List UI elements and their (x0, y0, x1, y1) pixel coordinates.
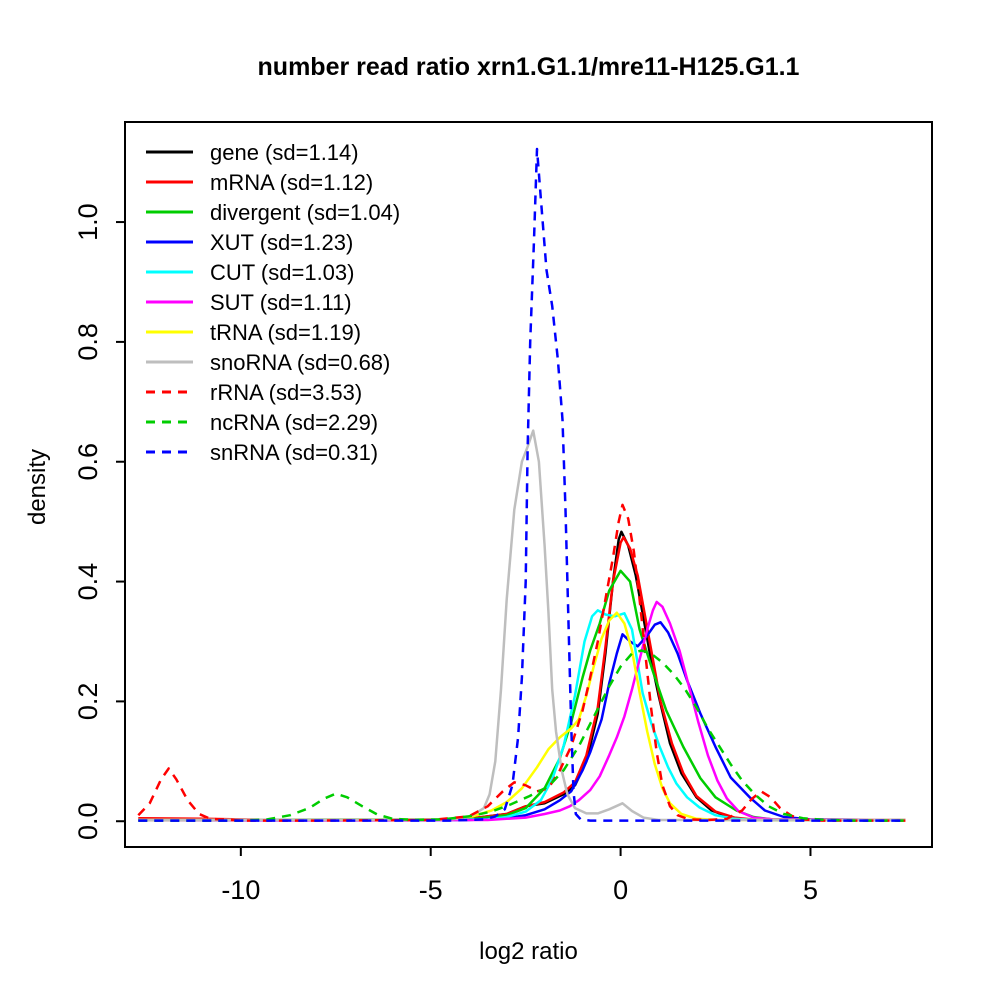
x-tick-label: -5 (419, 875, 443, 905)
legend-label-XUT: XUT (sd=1.23) (210, 230, 353, 255)
curve-snRNA (138, 147, 906, 822)
legend-label-gene: gene (sd=1.14) (210, 140, 359, 165)
legend-label-tRNA: tRNA (sd=1.19) (210, 320, 361, 345)
x-tick-label: -10 (221, 875, 260, 905)
legend-label-ncRNA: ncRNA (sd=2.29) (210, 410, 378, 435)
legend-label-divergent: divergent (sd=1.04) (210, 200, 400, 225)
y-tick-label: 0.4 (73, 563, 103, 601)
curve-ncRNA (138, 649, 906, 822)
y-tick-label: 0.8 (73, 323, 103, 361)
y-tick-label: 1.0 (73, 203, 103, 241)
chart-title: number read ratio xrn1.G1.1/mre11-H125.G… (257, 53, 800, 81)
x-tick-label: 0 (613, 875, 628, 905)
y-tick-label: 0.0 (73, 802, 103, 840)
x-tick-label: 5 (803, 875, 818, 905)
legend-label-snRNA: snRNA (sd=0.31) (210, 440, 378, 465)
curve-divergent (138, 569, 906, 822)
y-tick-label: 0.6 (73, 443, 103, 481)
plot-box (124, 121, 933, 848)
legend-label-CUT: CUT (sd=1.03) (210, 260, 354, 285)
legend-label-snoRNA: snoRNA (sd=0.68) (210, 350, 390, 375)
curve-XUT (138, 621, 906, 822)
curve-snoRNA (138, 429, 906, 822)
legend-label-rRNA: rRNA (sd=3.53) (210, 380, 362, 405)
x-axis-label: log2 ratio (479, 938, 578, 965)
legend-label-SUT: SUT (sd=1.11) (210, 290, 352, 315)
y-tick-label: 0.2 (73, 683, 103, 721)
curve-tRNA (138, 611, 906, 822)
legend-label-mRNA: mRNA (sd=1.12) (210, 170, 373, 195)
